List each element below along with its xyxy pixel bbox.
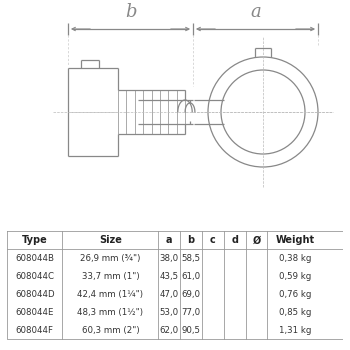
Text: Size: Size: [99, 235, 122, 245]
Text: 62,0: 62,0: [160, 326, 179, 335]
Text: 69,0: 69,0: [181, 290, 201, 299]
Text: 608044F: 608044F: [16, 326, 54, 335]
Text: 58,5: 58,5: [181, 254, 201, 263]
Text: 0,59 kg: 0,59 kg: [279, 272, 311, 281]
Text: 608044D: 608044D: [15, 290, 55, 299]
Text: d: d: [231, 235, 238, 245]
Text: b: b: [125, 3, 136, 21]
Text: 0,38 kg: 0,38 kg: [279, 254, 311, 263]
Text: Type: Type: [22, 235, 48, 245]
Text: 26,9 mm (¾"): 26,9 mm (¾"): [80, 254, 140, 263]
Text: 48,3 mm (1½"): 48,3 mm (1½"): [77, 308, 143, 317]
Text: 77,0: 77,0: [181, 308, 201, 317]
Text: a: a: [250, 3, 261, 21]
Text: Ø: Ø: [252, 235, 261, 245]
Text: 60,3 mm (2"): 60,3 mm (2"): [82, 326, 139, 335]
Text: 43,5: 43,5: [160, 272, 179, 281]
Text: c: c: [210, 235, 216, 245]
Text: 608044C: 608044C: [15, 272, 54, 281]
Text: 61,0: 61,0: [181, 272, 201, 281]
Text: 42,4 mm (1¼"): 42,4 mm (1¼"): [77, 290, 143, 299]
Text: Weight: Weight: [275, 235, 315, 245]
Text: 0,76 kg: 0,76 kg: [279, 290, 311, 299]
Text: 608044E: 608044E: [15, 308, 54, 317]
Text: 0,85 kg: 0,85 kg: [279, 308, 311, 317]
Text: 33,7 mm (1"): 33,7 mm (1"): [82, 272, 139, 281]
Text: 53,0: 53,0: [160, 308, 179, 317]
Text: 1,31 kg: 1,31 kg: [279, 326, 311, 335]
Text: 47,0: 47,0: [160, 290, 179, 299]
Text: 608044B: 608044B: [15, 254, 54, 263]
Text: 90,5: 90,5: [181, 326, 201, 335]
Text: b: b: [187, 235, 195, 245]
Text: 38,0: 38,0: [160, 254, 179, 263]
Text: a: a: [166, 235, 172, 245]
